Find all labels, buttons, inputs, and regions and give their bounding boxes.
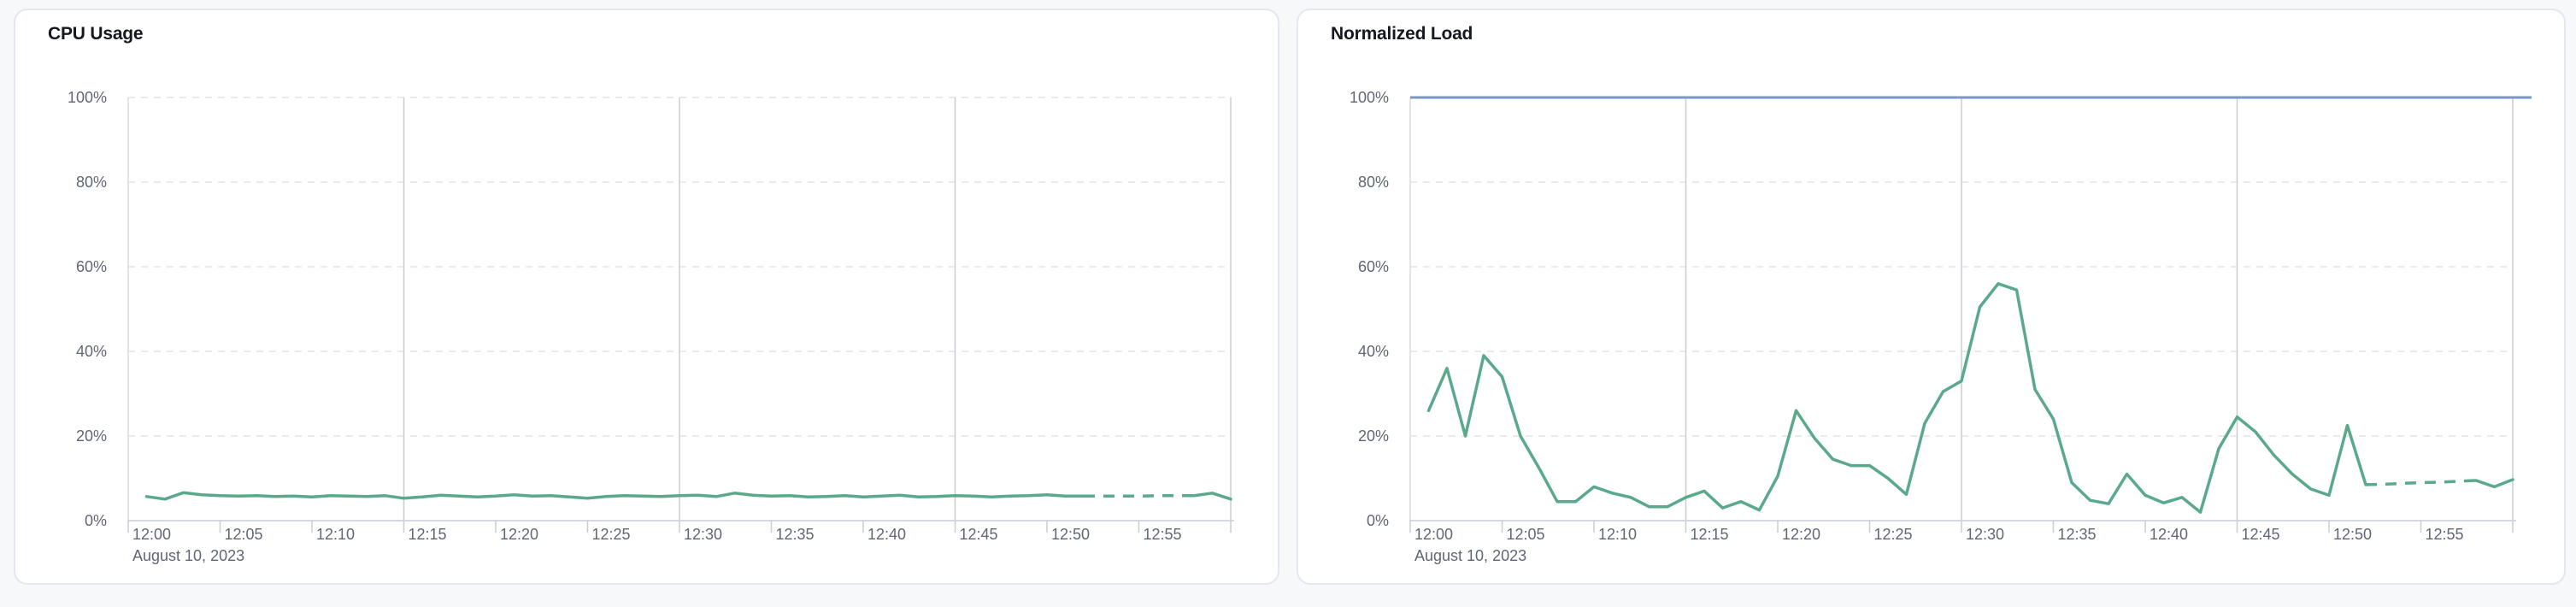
x-axis-label: 12:25 bbox=[591, 526, 631, 543]
x-axis-label: 12:10 bbox=[316, 526, 356, 543]
y-axis-label: 80% bbox=[1357, 174, 1389, 191]
cpu-usage-panel: CPU Usage 100% 80% 60% 40% 20% 0% 12:00 12:05 12… bbox=[14, 9, 1279, 585]
normalized-load-percent-dashed bbox=[2365, 479, 2477, 486]
x-axis-label: 12:00 bbox=[132, 526, 172, 543]
x-axis-label: 12:15 bbox=[1690, 526, 1729, 543]
cpu-usage-chart-canvas[interactable]: 100% 80% 60% 40% 20% 0% 12:00 12:05 12:10 12:15 12… bbox=[15, 10, 1278, 583]
y-axis-label: 100% bbox=[1349, 89, 1389, 106]
y-axis-label: 20% bbox=[1357, 427, 1389, 445]
x-axis-label: 12:45 bbox=[2241, 526, 2280, 543]
chart-title: CPU Usage bbox=[48, 24, 144, 44]
y-axis-label: 0% bbox=[84, 512, 107, 529]
x-axis-label: 12:10 bbox=[1598, 526, 1638, 543]
x-axis-label: 12:30 bbox=[684, 526, 723, 543]
normalized-load-percent-solid bbox=[1426, 282, 2367, 514]
normalized-load-panel: Normalized Load 100% 80% 60% 40% 20% 0% 12:00 1… bbox=[1297, 9, 2566, 585]
x-axis-label: 12:50 bbox=[2333, 526, 2373, 543]
x-axis-label: 12:45 bbox=[959, 526, 998, 543]
x-axis-label: 12:00 bbox=[1414, 526, 1454, 543]
x-axis-label: 12:40 bbox=[2150, 526, 2189, 543]
chart-title: Normalized Load bbox=[1331, 24, 1473, 44]
x-axis-label: 12:20 bbox=[1782, 526, 1821, 543]
cpu-usage-percent-solid bbox=[144, 491, 1085, 501]
y-axis-label: 20% bbox=[75, 427, 107, 445]
x-axis-label: 12:55 bbox=[2425, 526, 2464, 543]
y-axis-label: 60% bbox=[75, 258, 107, 275]
cpu-usage-percent-dashed bbox=[1084, 494, 1194, 498]
x-axis-label: 12:25 bbox=[1873, 526, 1913, 543]
x-axis-label: 12:35 bbox=[2057, 526, 2097, 543]
x-axis-date-label: August 10, 2023 bbox=[132, 547, 245, 564]
x-axis-label: 12:35 bbox=[775, 526, 815, 543]
normalized-load-percent-solid-tail bbox=[2474, 478, 2514, 489]
normalized-load-chart-canvas[interactable]: 100% 80% 60% 40% 20% 0% 12:00 12:05 12:10 12:15 12… bbox=[1298, 10, 2564, 583]
y-axis-label: 60% bbox=[1357, 258, 1389, 275]
y-axis-label: 40% bbox=[75, 343, 107, 360]
x-axis-label: 12:30 bbox=[1966, 526, 2005, 543]
x-axis-label: 12:15 bbox=[408, 526, 447, 543]
y-axis-label: 80% bbox=[75, 174, 107, 191]
y-axis-label: 0% bbox=[1366, 512, 1389, 529]
x-axis-label: 12:20 bbox=[500, 526, 539, 543]
chart-plot-area bbox=[127, 97, 1234, 533]
cpu-usage-percent-solid-tail bbox=[1192, 492, 1232, 501]
y-axis-label: 40% bbox=[1357, 343, 1389, 360]
x-axis-label: 12:05 bbox=[1506, 526, 1545, 543]
chart-plot-area bbox=[1409, 96, 2532, 533]
x-axis-label: 12:50 bbox=[1051, 526, 1091, 543]
x-axis-date-label: August 10, 2023 bbox=[1414, 547, 1527, 564]
y-axis-label: 100% bbox=[67, 89, 107, 106]
x-axis-label: 12:05 bbox=[224, 526, 263, 543]
x-axis-label: 12:55 bbox=[1143, 526, 1182, 543]
x-axis-label: 12:40 bbox=[867, 526, 907, 543]
